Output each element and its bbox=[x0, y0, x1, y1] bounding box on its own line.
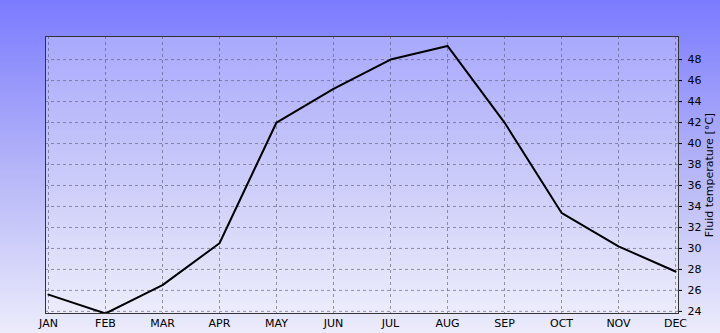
svg-text:DEC: DEC bbox=[664, 317, 687, 330]
svg-text:OCT: OCT bbox=[550, 317, 573, 330]
svg-text:48: 48 bbox=[688, 53, 702, 66]
svg-text:MAR: MAR bbox=[150, 317, 175, 330]
svg-text:APR: APR bbox=[209, 317, 231, 330]
svg-text:24: 24 bbox=[688, 305, 702, 318]
svg-text:36: 36 bbox=[688, 179, 702, 192]
svg-text:JUN: JUN bbox=[323, 317, 344, 330]
svg-text:NOV: NOV bbox=[606, 317, 631, 330]
svg-text:32: 32 bbox=[688, 221, 702, 234]
svg-text:AUG: AUG bbox=[435, 317, 459, 330]
svg-text:34: 34 bbox=[688, 200, 702, 213]
svg-text:38: 38 bbox=[688, 158, 702, 171]
svg-text:46: 46 bbox=[688, 74, 702, 87]
svg-text:Fluid temperature [°C]: Fluid temperature [°C] bbox=[703, 113, 716, 237]
svg-text:42: 42 bbox=[688, 116, 702, 129]
svg-text:28: 28 bbox=[688, 263, 702, 276]
svg-text:40: 40 bbox=[688, 137, 702, 150]
svg-text:FEB: FEB bbox=[95, 317, 116, 330]
svg-text:26: 26 bbox=[688, 284, 702, 297]
svg-text:JUL: JUL bbox=[381, 317, 400, 330]
svg-text:44: 44 bbox=[688, 95, 702, 108]
svg-text:JAN: JAN bbox=[38, 317, 58, 330]
svg-text:30: 30 bbox=[688, 242, 702, 255]
svg-text:MAY: MAY bbox=[265, 317, 288, 330]
svg-text:SEP: SEP bbox=[494, 317, 515, 330]
